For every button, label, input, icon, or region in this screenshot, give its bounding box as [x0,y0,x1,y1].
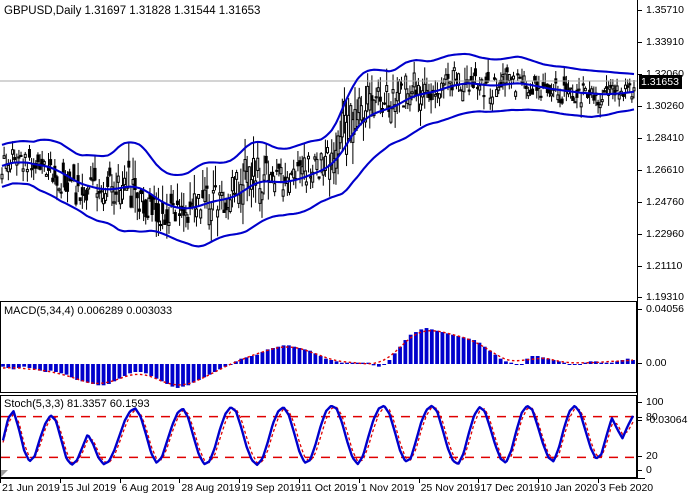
date-axis-tick [59,479,61,483]
stoch-axis-label: 0 [646,464,652,476]
date-axis-label: 25 Nov 2019 [420,482,481,494]
macd-axis-label: 0.04056 [646,303,684,315]
price-axis-tick [638,234,642,235]
date-axis-label: 6 Aug 2019 [121,482,175,494]
date-axis-tick [119,479,121,483]
price-axis-label: 1.22960 [646,228,684,240]
date-axis-tick [239,479,241,483]
bollinger-middle-band [1,82,635,210]
current-price-tag: 1.31653 [639,74,682,89]
date-axis-tick [598,479,599,483]
chart-title: GBPUSD,Daily 1.31697 1.31828 1.31544 1.3… [4,5,261,17]
date-axis-tick [358,479,360,483]
candlestick-series [0,58,636,241]
date-axis-label: 15 Jul 2019 [61,482,117,494]
date-axis-tick [179,479,181,483]
stochastic-canvas [1,404,635,467]
date-axis-tick [418,479,420,483]
macd-signal-line [2,330,634,386]
price-axis-tick [638,106,642,107]
stoch-axis-tick [638,470,642,471]
macd-axis-tick [638,420,642,421]
date-axis-label: 19 Sep 2019 [241,482,301,494]
bollinger-lower-band [1,108,635,248]
date-axis-label: 28 Aug 2019 [181,482,241,494]
stochastic-k-line [1,404,635,467]
macd-panel[interactable] [0,301,637,393]
date-axis-label: 17 Dec 2019 [480,482,540,494]
macd-indicator-label: MACD(5,34,4) 0.006289 0.003033 [4,305,173,317]
date-axis-label: 10 Jan 2020 [540,482,598,494]
date-axis-tick [538,479,540,483]
price-axis-label: 1.26610 [646,164,684,176]
stoch-axis-tick [638,456,642,457]
price-axis-tick [638,42,642,43]
stochastic-panel[interactable] [0,395,637,478]
macd-canvas [1,328,635,388]
stoch-axis-label: 100 [646,396,664,408]
price-axis-tick [638,74,642,75]
price-axis-label: 1.33910 [646,36,684,48]
price-chart-canvas [0,52,637,248]
axis-separator [637,0,638,478]
macd-axis-label: 0.00 [646,357,667,369]
price-axis-label: 1.19310 [646,291,684,303]
date-axis-label: 21 Jun 2019 [2,482,60,494]
price-axis-label: 1.28410 [646,132,684,144]
price-axis-tick [638,266,642,267]
price-axis-tick [638,202,642,203]
date-axis-label: 1 Nov 2019 [360,482,415,494]
date-axis-tick [299,479,300,483]
scroll-position-marker[interactable] [1,470,8,477]
date-axis-tick [478,479,480,483]
stoch-axis-tick [638,402,642,403]
stoch-axis-label: 80 [646,411,658,423]
stoch-axis-label: 20 [646,450,658,462]
price-axis-tick [638,170,642,171]
stochastic-d-line [2,406,634,464]
price-chart-panel[interactable] [0,0,637,301]
bollinger-upper-band [1,52,635,177]
price-axis-label: 1.35710 [646,4,684,16]
price-axis-label: 1.30260 [646,100,684,112]
macd-axis-label: -0.03064 [646,414,688,426]
macd-axis-tick [638,363,642,364]
price-axis-label: 1.32060 [646,68,684,80]
date-axis-line [0,478,645,479]
price-axis-tick [638,297,642,298]
stochastic-indicator-label: Stoch(5,3,3) 81.3357 60.1593 [4,398,150,410]
date-axis-label: 11 Oct 2019 [301,482,358,494]
price-axis-tick [638,10,642,11]
macd-axis-tick [638,309,642,310]
stoch-axis-tick [638,417,642,418]
date-axis-tick [0,479,1,483]
price-axis-tick [638,138,642,139]
date-axis-label: 3 Feb 2020 [600,482,654,494]
price-axis-label: 1.24760 [646,196,684,208]
price-axis-label: 1.21110 [646,260,683,272]
macd-histogram [1,328,635,388]
